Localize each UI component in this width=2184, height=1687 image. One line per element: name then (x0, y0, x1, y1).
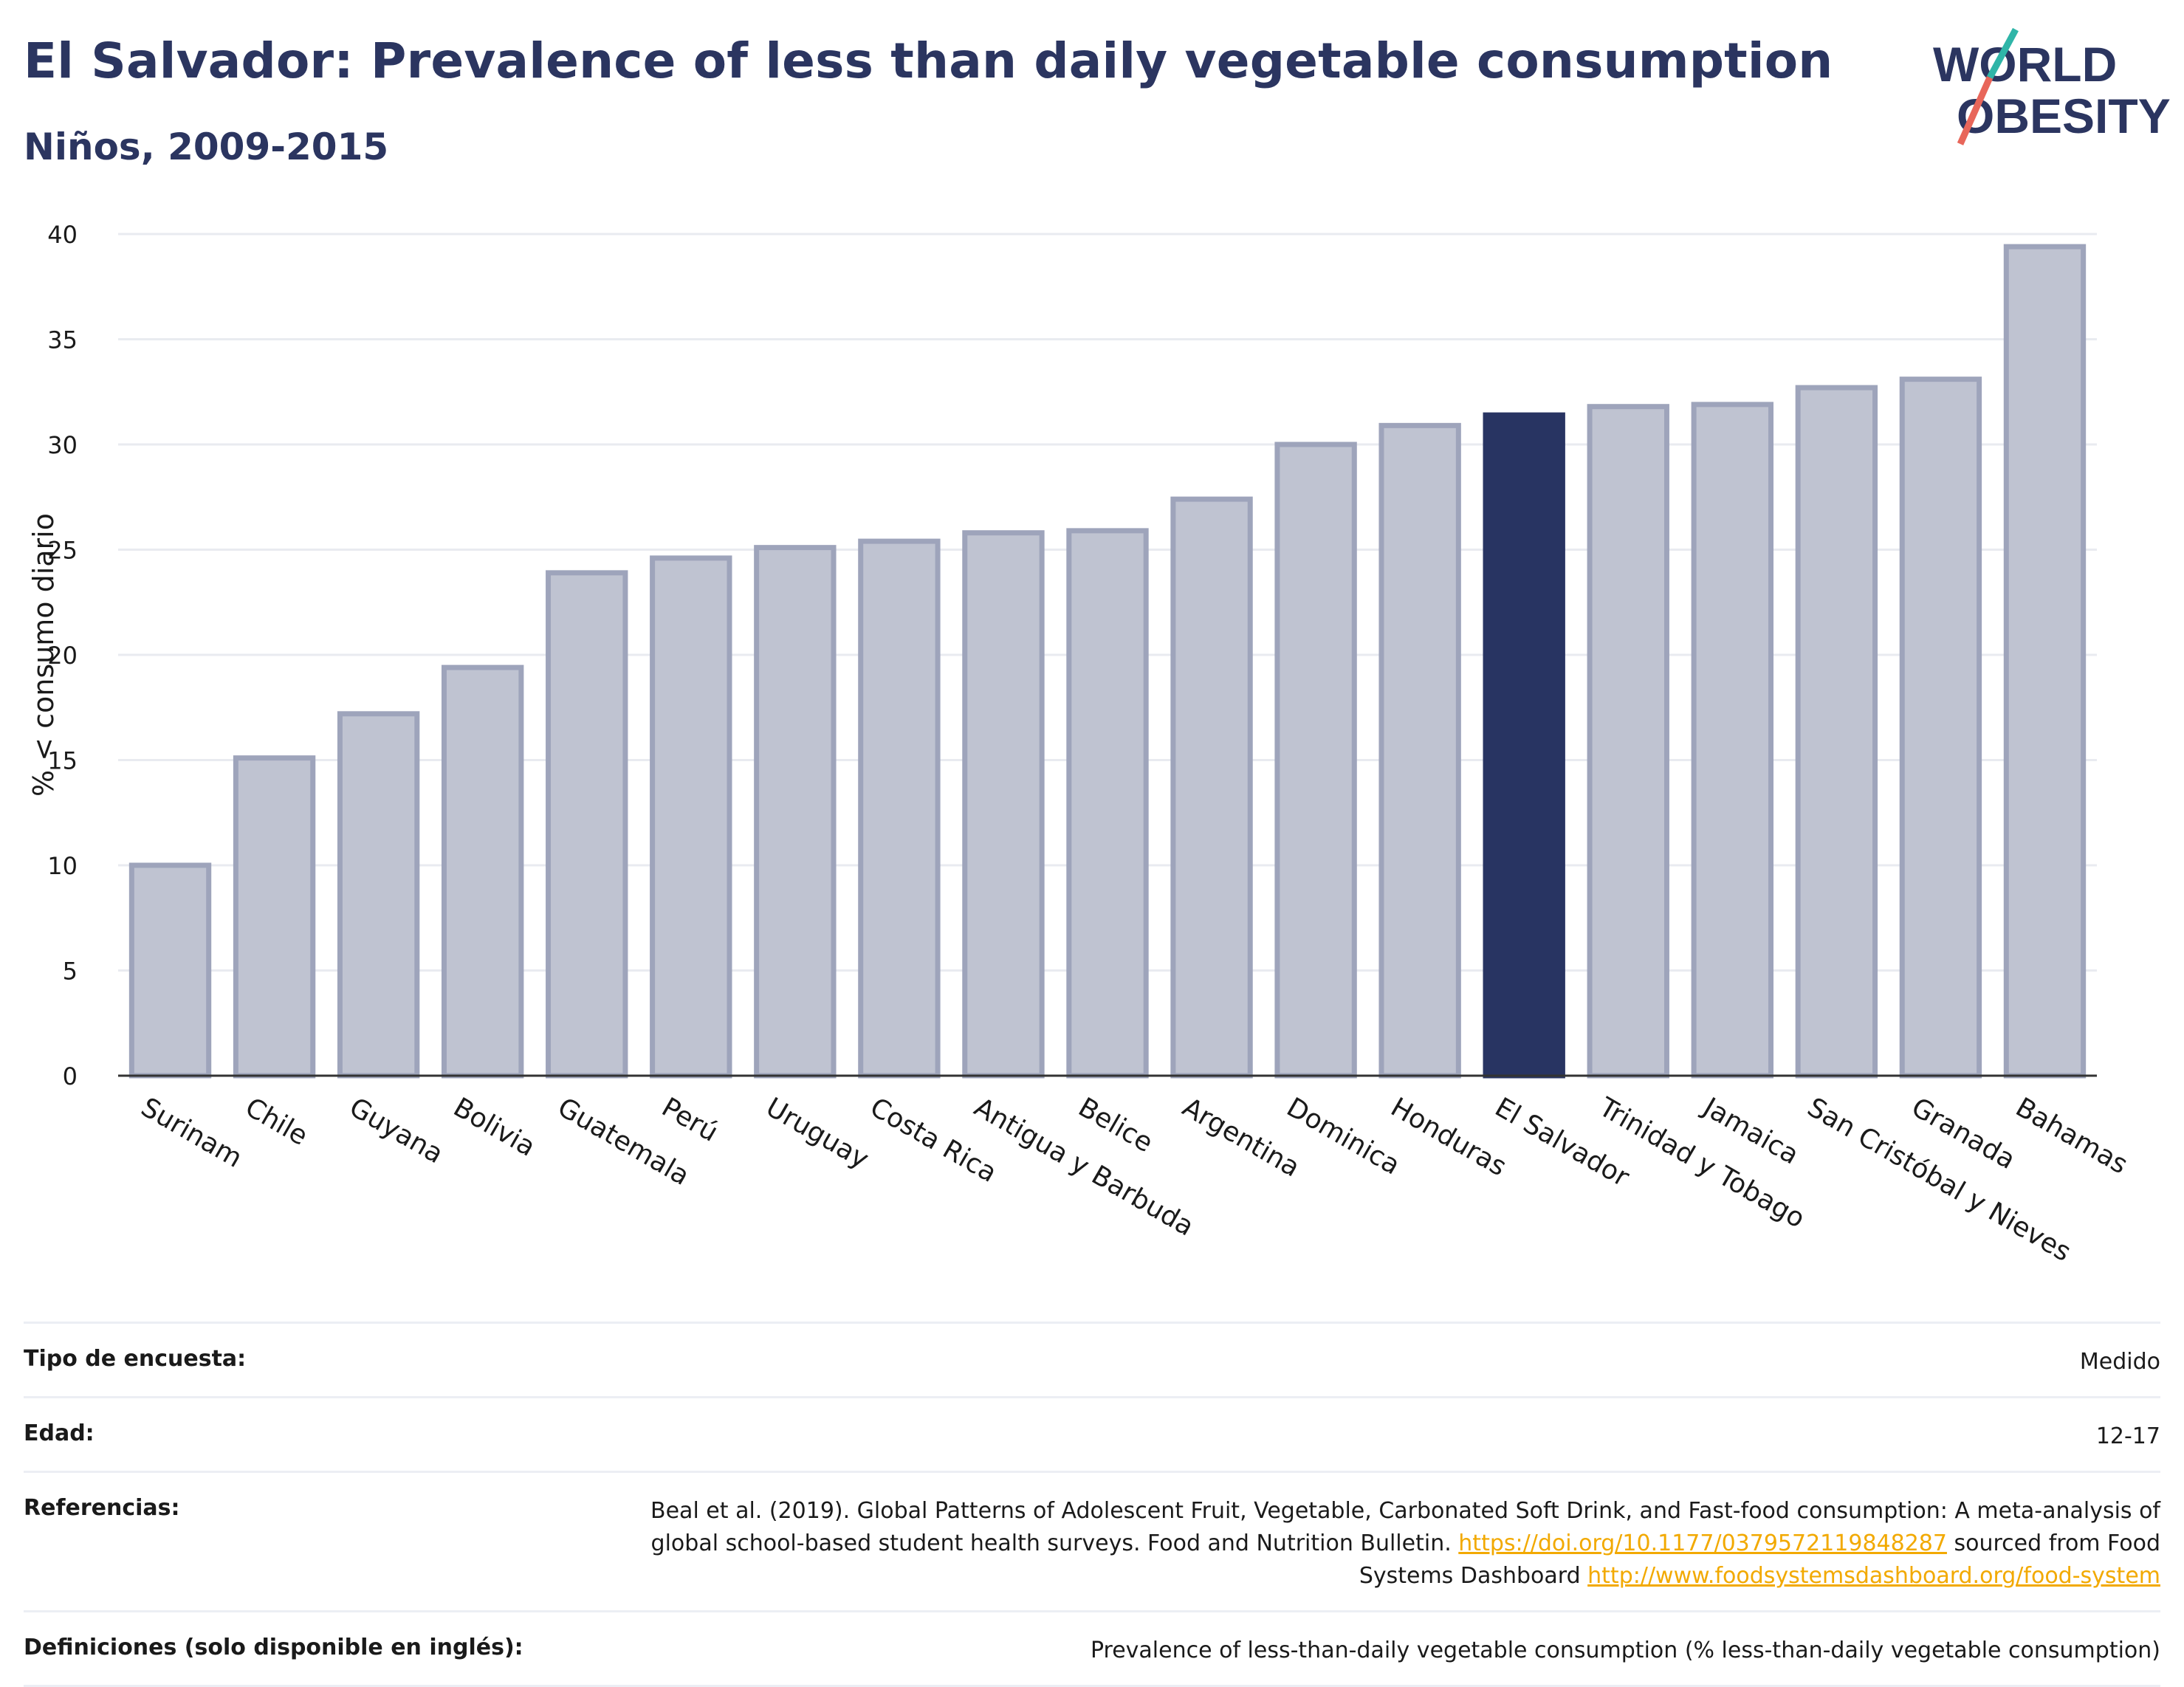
references-text-2: sourced from Food Systems Dashboard (1359, 1530, 2160, 1589)
y-tick-label: 40 (47, 221, 78, 249)
logo-text-line2: OBESITY (1957, 89, 2171, 143)
bar-costa-rica (858, 538, 941, 1079)
x-tick-label: Surinam (136, 1092, 247, 1174)
references-value: Beal et al. (2019). Global Patterns of A… (595, 1495, 2160, 1592)
y-tick-label: 25 (47, 537, 78, 565)
x-tick-label: Bahamas (2010, 1092, 2133, 1180)
survey-type-label: Tipo de encuesta: (24, 1346, 247, 1372)
y-tick-label: 20 (47, 642, 78, 670)
x-tick-label: Dominica (1282, 1092, 1405, 1181)
x-tick-label: Bolivia (448, 1092, 540, 1163)
logo-text-line1: WORLD (1933, 37, 2117, 92)
bar-argentina (1170, 496, 1253, 1079)
definitions-label: Definiciones (solo disponible en inglés)… (24, 1635, 523, 1660)
chart-subtitle: Niños, 2009-2015 (24, 126, 389, 168)
bar-antigua-y-barbuda (962, 530, 1045, 1079)
x-tick-label: Argentina (1178, 1092, 1305, 1183)
bar-chile (233, 755, 316, 1079)
definitions-value: Prevalence of less-than-daily vegetable … (1090, 1638, 2160, 1663)
row-age: Edad: 12-17 (24, 1396, 2160, 1471)
y-tick-label: 15 (47, 747, 78, 775)
y-axis-ticks: 0 5 10 15 20 25 30 35 40 (47, 221, 78, 1090)
bar-bolivia (441, 664, 524, 1079)
bar-granada (1899, 377, 1982, 1079)
x-tick-label: Belice (1074, 1092, 1158, 1158)
row-references: Referencias: Beal et al. (2019). Global … (24, 1471, 2160, 1610)
bar-guyana (337, 711, 420, 1079)
bar-jamaica (1691, 402, 1774, 1079)
bar-dominica (1274, 441, 1357, 1079)
bar-san-cristóbal-y-nieves (1795, 385, 1878, 1079)
y-tick-label: 0 (63, 1062, 78, 1090)
row-definitions: Definiciones (solo disponible en inglés)… (24, 1610, 2160, 1687)
references-text-1: Beal et al. (2019). Global Patterns of A… (650, 1498, 2160, 1556)
x-tick-label: Chile (240, 1092, 313, 1152)
bar-trinidad-y-tobago (1587, 404, 1669, 1079)
references-label: Referencias: (24, 1495, 180, 1521)
y-tick-label: 35 (47, 326, 78, 354)
bar-bahamas (2003, 244, 2087, 1079)
y-tick-label: 10 (47, 852, 78, 880)
x-tick-label: Guyana (344, 1092, 448, 1169)
doi-link[interactable]: https://doi.org/10.1177/0379572119848287 (1458, 1530, 1947, 1556)
bar-el-salvador (1483, 412, 1565, 1079)
age-label: Edad: (24, 1420, 95, 1446)
bar-honduras (1378, 422, 1461, 1079)
age-value: 12-17 (2095, 1423, 2160, 1449)
logo-slash-teal (1987, 27, 2019, 80)
x-tick-label: Honduras (1386, 1092, 1511, 1182)
bar-uruguay (754, 545, 837, 1079)
y-axis-label: % < consumo diario (27, 513, 60, 797)
bar-perú (650, 555, 732, 1079)
row-survey-type: Tipo de encuesta: Medido (24, 1322, 2160, 1396)
y-tick-label: 30 (47, 431, 78, 459)
bars (128, 244, 2087, 1079)
logo-slash-coral (1957, 76, 1994, 145)
bar-belice (1066, 528, 1149, 1079)
chart-title: El Salvador: Prevalence of less than dai… (24, 32, 1833, 89)
bar-guatemala (546, 570, 628, 1079)
world-obesity-logo: WORLD OBESITY (1933, 27, 2171, 145)
dashboard-link[interactable]: http://www.foodsystemsdashboard.org/food… (1587, 1563, 2160, 1589)
survey-type-value: Medido (2079, 1349, 2160, 1375)
x-tick-label: Uruguay (760, 1092, 873, 1175)
info-table: Tipo de encuesta: Medido Edad: 12-17 Ref… (24, 1322, 2160, 1687)
bar-surinam (128, 862, 212, 1079)
x-tick-label: Perú (656, 1092, 723, 1148)
y-tick-label: 5 (63, 958, 78, 986)
